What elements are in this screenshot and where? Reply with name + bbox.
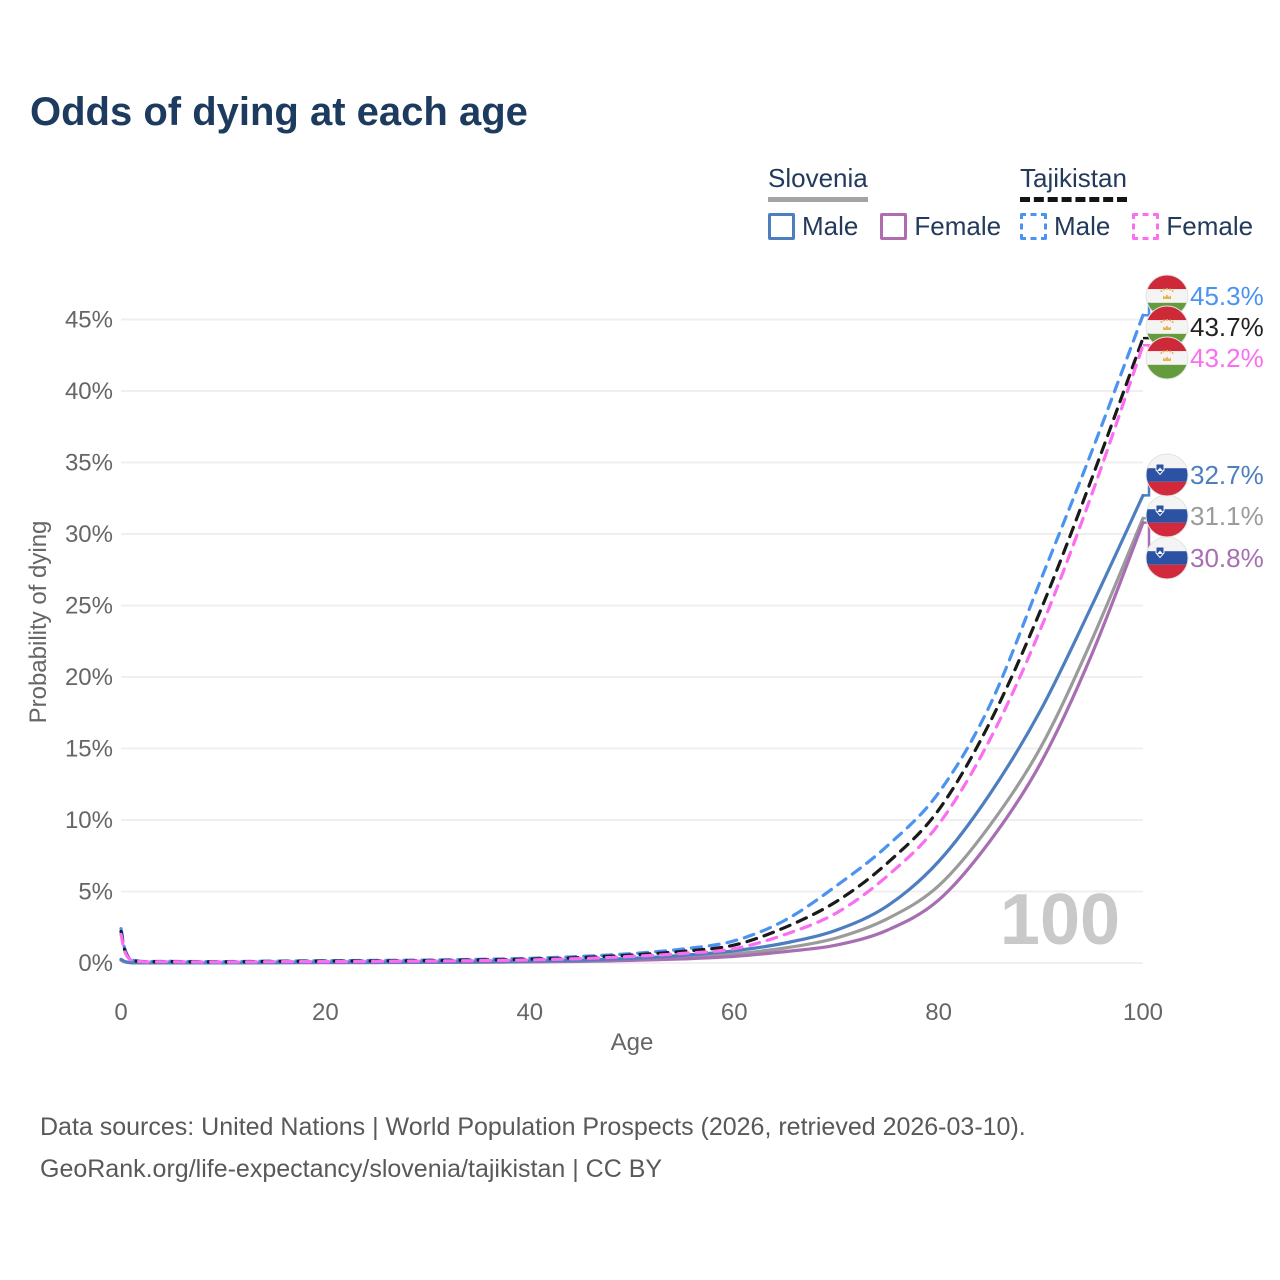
legend-label-slovenia-male: Male (802, 211, 859, 241)
y-axis-title: Probability of dying (25, 521, 52, 724)
legend-item-slovenia-male[interactable]: Male (768, 211, 858, 242)
legend-country-slovenia: Slovenia (768, 163, 868, 202)
checkbox-slovenia-female-icon[interactable] (880, 213, 908, 240)
y-tick-label-25: 25% (65, 593, 113, 620)
flag-tajikistan-female-icon (1145, 336, 1189, 380)
checkbox-tajikistan-female-icon[interactable] (1132, 213, 1160, 240)
legend-group-slovenia: Slovenia Male Female (768, 163, 1023, 242)
attribution-line: GeoRank.org/life-expectancy/slovenia/taj… (40, 1155, 663, 1183)
y-tick-label-30: 30% (65, 521, 113, 548)
chart-canvas: 0% 5% 10% 15% 20% 25% 30% 35% 40% 45% 0 20 40 60 80 100… (25, 274, 1264, 1056)
line-tajikistan-both[interactable] (119, 336, 1145, 964)
end-label-slovenia-female: 30.8% (1190, 543, 1264, 573)
page-title: Odds of dying at each age (30, 90, 528, 134)
chart-area: 0% 5% 10% 15% 20% 25% 30% 35% 40% 45% 0 20 40 60 80 100… (25, 274, 1264, 1056)
end-label-tajikistan-both: 43.7% (1190, 312, 1264, 342)
end-label-slovenia-male: 32.7% (1190, 460, 1264, 490)
x-tick-label-40: 40 (516, 999, 543, 1026)
x-tick-label-20: 20 (312, 999, 339, 1026)
watermark-max-age: 100 (1000, 880, 1120, 960)
end-label-tajikistan-female: 43.2% (1190, 343, 1264, 373)
y-tick-label-15: 15% (65, 736, 113, 763)
x-tick-label-0: 0 (114, 999, 127, 1026)
legend-label-tajikistan-female: Female (1166, 211, 1254, 241)
legend-item-slovenia-female[interactable]: Female (880, 211, 1001, 242)
end-label-tajikistan-male: 45.3% (1190, 281, 1264, 311)
chart-footer: Data sources: United Nations | World Pop… (40, 1106, 1026, 1190)
y-tick-label-45: 45% (65, 307, 113, 334)
y-tick-label-35: 35% (65, 450, 113, 477)
line-tajikistan-male[interactable] (119, 313, 1145, 964)
legend-row-slovenia: Male Female (768, 211, 1023, 242)
data-source-line: Data sources: United Nations | World Pop… (40, 1113, 1026, 1141)
y-tick-label-5: 5% (78, 879, 113, 906)
legend-label-slovenia-female: Female (914, 211, 1002, 241)
x-axis-title: Age (611, 1029, 654, 1056)
flag-slovenia-female-icon (1145, 536, 1189, 580)
flag-slovenia-both-icon (1145, 494, 1189, 538)
legend-group-tajikistan: Tajikistan Male Female (1020, 163, 1275, 242)
line-tajikistan-female[interactable] (119, 343, 1145, 964)
y-tick-label-20: 20% (65, 664, 113, 691)
legend-row-tajikistan: Male Female (1020, 211, 1275, 242)
legend-item-tajikistan-female[interactable]: Female (1132, 211, 1253, 242)
line-slovenia-male[interactable] (119, 493, 1145, 965)
legend-item-tajikistan-male[interactable]: Male (1020, 211, 1110, 242)
checkbox-tajikistan-male-icon[interactable] (1020, 213, 1047, 240)
x-tick-label-100: 100 (1123, 999, 1163, 1026)
y-tick-label-0: 0% (78, 950, 113, 977)
legend-country-tajikistan: Tajikistan (1020, 163, 1127, 202)
flag-slovenia-male-icon (1145, 453, 1189, 497)
y-tick-label-10: 10% (65, 807, 113, 834)
y-tick-label-40: 40% (65, 378, 113, 405)
end-label-slovenia-both: 31.1% (1190, 501, 1264, 531)
legend-label-tajikistan-male: Male (1054, 211, 1111, 241)
x-tick-label-80: 80 (925, 999, 952, 1026)
x-tick-label-60: 60 (721, 999, 748, 1026)
checkbox-slovenia-male-icon[interactable] (768, 213, 795, 240)
